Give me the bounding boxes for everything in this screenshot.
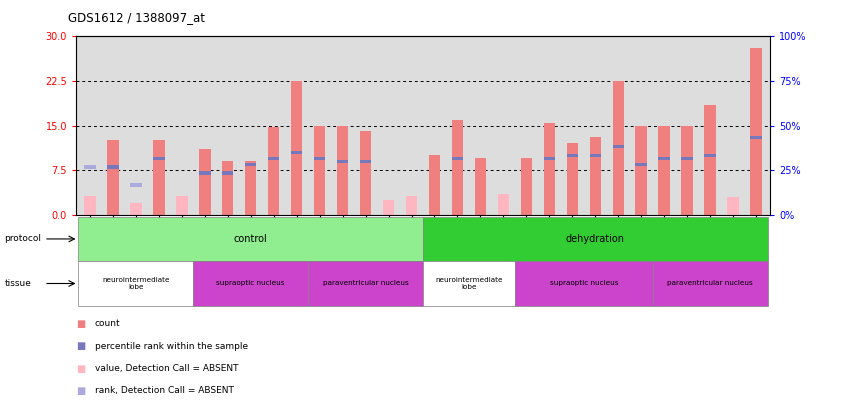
Bar	[130, 183, 141, 187]
Bar	[658, 157, 670, 160]
Bar	[79, 217, 423, 261]
Bar	[635, 162, 647, 166]
Bar	[544, 123, 555, 215]
Bar	[153, 141, 165, 215]
Bar	[360, 160, 371, 163]
Bar	[268, 157, 279, 160]
Text: ■: ■	[76, 341, 85, 351]
Text: value, Detection Call = ABSENT: value, Detection Call = ABSENT	[95, 364, 239, 373]
Bar	[222, 161, 233, 215]
Text: GDS1612 / 1388097_at: GDS1612 / 1388097_at	[68, 11, 205, 24]
Text: dehydration: dehydration	[566, 234, 625, 244]
Bar	[423, 261, 515, 306]
Bar	[337, 160, 349, 163]
Bar	[452, 157, 464, 160]
Bar	[222, 171, 233, 175]
Text: paraventricular nucleus: paraventricular nucleus	[667, 281, 753, 286]
Bar	[429, 155, 440, 215]
Bar	[613, 81, 624, 215]
Bar	[728, 197, 739, 215]
Bar	[590, 137, 601, 215]
Bar	[705, 153, 716, 157]
Bar	[520, 158, 532, 215]
Bar	[544, 157, 555, 160]
Bar	[85, 166, 96, 169]
Bar	[107, 141, 118, 215]
Bar	[199, 149, 211, 215]
Text: supraoptic nucleus: supraoptic nucleus	[217, 281, 285, 286]
Text: ■: ■	[76, 319, 85, 329]
Text: neurointermediate
lobe: neurointermediate lobe	[102, 277, 169, 290]
Bar	[130, 203, 141, 215]
Bar	[567, 143, 578, 215]
Bar	[497, 194, 509, 215]
Bar	[193, 261, 308, 306]
Bar	[475, 158, 486, 215]
Bar	[245, 162, 256, 166]
Bar	[653, 261, 767, 306]
Bar	[337, 126, 349, 215]
Text: tissue: tissue	[4, 279, 31, 288]
Bar	[635, 126, 647, 215]
Bar	[567, 153, 578, 157]
Bar	[153, 157, 165, 160]
Bar	[681, 126, 693, 215]
Bar	[406, 196, 417, 215]
Text: percentile rank within the sample: percentile rank within the sample	[95, 342, 248, 351]
Bar	[291, 151, 302, 154]
Bar	[199, 171, 211, 175]
Text: protocol: protocol	[4, 234, 41, 243]
Bar	[360, 132, 371, 215]
Text: count: count	[95, 320, 120, 328]
Bar	[613, 145, 624, 148]
Bar	[423, 217, 767, 261]
Bar	[382, 200, 394, 215]
Text: rank, Detection Call = ABSENT: rank, Detection Call = ABSENT	[95, 386, 233, 395]
Bar	[750, 48, 761, 215]
Bar	[291, 81, 302, 215]
Text: supraoptic nucleus: supraoptic nucleus	[550, 281, 618, 286]
Bar	[314, 126, 326, 215]
Text: neurointermediate
lobe: neurointermediate lobe	[435, 277, 503, 290]
Bar	[590, 153, 601, 157]
Bar	[314, 157, 326, 160]
Bar	[681, 157, 693, 160]
Bar	[79, 261, 193, 306]
Bar	[107, 166, 118, 169]
Bar	[658, 126, 670, 215]
Bar	[85, 196, 96, 215]
Bar	[452, 119, 464, 215]
Bar	[245, 161, 256, 215]
Text: ■: ■	[76, 364, 85, 373]
Bar	[515, 261, 653, 306]
Text: control: control	[233, 234, 267, 244]
Text: ■: ■	[76, 386, 85, 396]
Bar	[750, 136, 761, 139]
Bar	[705, 105, 716, 215]
Text: paraventricular nucleus: paraventricular nucleus	[322, 281, 409, 286]
Bar	[308, 261, 423, 306]
Bar	[268, 127, 279, 215]
Bar	[176, 196, 188, 215]
